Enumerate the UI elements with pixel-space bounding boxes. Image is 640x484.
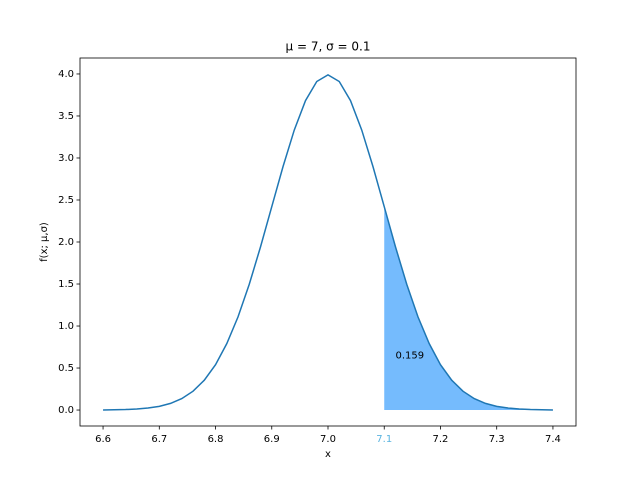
shaded-area [384,206,553,411]
x-tick-label: 6.9 [264,434,280,445]
x-tick-label: 7.1 [376,434,392,445]
y-tick-label: 1.0 [58,321,74,332]
y-tick-label: 0.5 [58,363,74,374]
y-tick-label: 2.5 [58,195,74,206]
y-tick-label: 0.0 [58,405,74,416]
x-axis-label: x [325,449,331,460]
x-tick-label: 6.8 [208,434,224,445]
y-tick-label: 4.0 [58,69,74,80]
x-tick-label: 6.7 [151,434,167,445]
y-axis-label: f(x; μ,σ) [39,222,50,262]
x-tick-label: 7.2 [433,434,449,445]
plot-frame [79,57,577,427]
y-tick-label: 2.0 [58,237,74,248]
x-tick-label: 7.4 [545,434,561,445]
x-tick-label: 7.3 [489,434,505,445]
line [103,74,553,411]
y-tick-label: 1.5 [58,279,74,290]
y-tick-label: 3.5 [58,111,74,122]
chart-title: μ = 7, σ = 0.1 [286,40,371,54]
annotation: 0.159 [395,350,424,361]
y-tick-label: 3.0 [58,153,74,164]
x-tick-label: 7.0 [320,434,336,445]
x-tick-label: 6.6 [95,434,111,445]
